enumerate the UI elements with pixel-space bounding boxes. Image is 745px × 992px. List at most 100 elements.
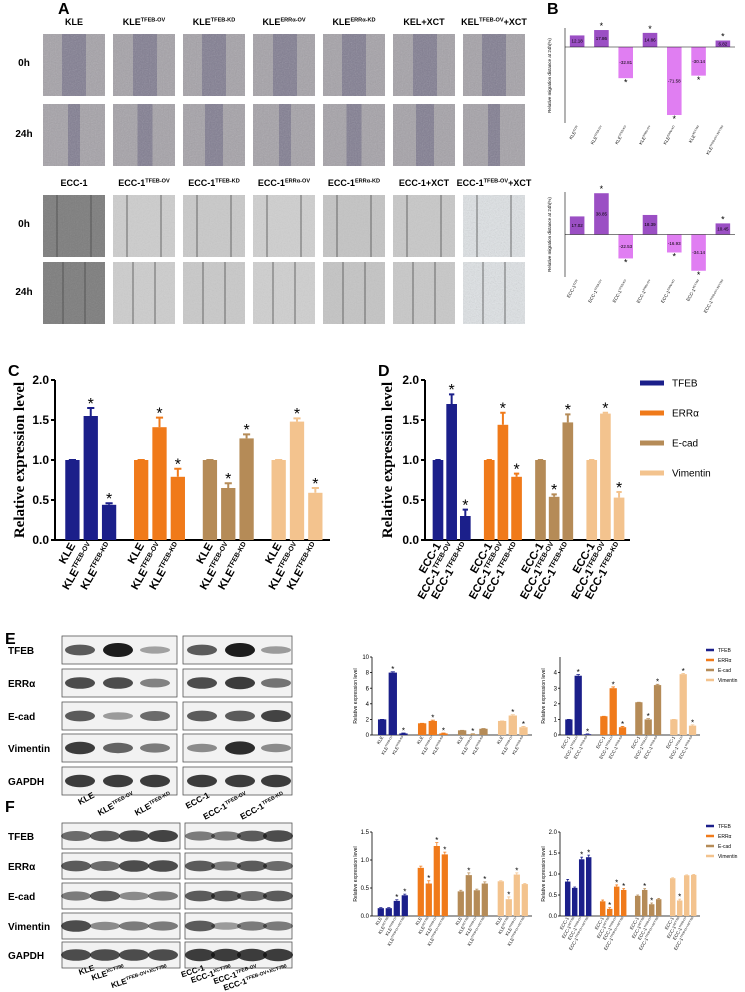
bar bbox=[425, 883, 432, 916]
error-bar bbox=[655, 683, 660, 686]
label-sup: TFEB-OV bbox=[145, 179, 170, 185]
significance-star: * bbox=[403, 888, 406, 897]
label-base: KLE bbox=[65, 17, 83, 27]
label-sup: TFEB-KD bbox=[227, 541, 248, 570]
error-bar bbox=[467, 872, 471, 876]
legend-swatch bbox=[706, 658, 714, 662]
bar bbox=[613, 497, 625, 540]
significance-star: * bbox=[691, 718, 694, 727]
error-bar bbox=[500, 411, 506, 425]
label-base: ECC-1 bbox=[328, 178, 355, 188]
blot-band bbox=[237, 891, 267, 901]
protein-label: E-cad bbox=[8, 892, 35, 903]
column-header: KLETFEB-OV bbox=[123, 17, 166, 27]
label-sup: TFEB-OV bbox=[639, 735, 649, 748]
bar bbox=[433, 846, 440, 916]
label-base: ECC-1 bbox=[587, 289, 598, 304]
significance-star: * bbox=[402, 726, 405, 735]
blot-band bbox=[263, 921, 293, 931]
label-sup: XCT790 bbox=[421, 916, 430, 927]
bar bbox=[446, 404, 457, 540]
legend-label: TFEB bbox=[672, 379, 698, 390]
significance-star: * bbox=[697, 270, 701, 280]
legend-label: E-cad bbox=[672, 439, 698, 450]
x-tick-label: ECC-1TFEB-OV bbox=[671, 916, 689, 941]
label-sup: TFEB-OV bbox=[141, 18, 166, 24]
bar bbox=[600, 413, 611, 540]
label-base: ECC-1 bbox=[608, 745, 619, 760]
label-base: ECC-1 bbox=[188, 178, 215, 188]
bar bbox=[574, 675, 582, 735]
label-base: ECC-1 bbox=[643, 745, 654, 760]
label-base: ECC-1 bbox=[118, 178, 145, 188]
blot-band bbox=[261, 678, 291, 688]
x-tick-label: KLETFEB-KD bbox=[511, 735, 526, 756]
legend-label: ERRα bbox=[718, 834, 732, 840]
bar bbox=[308, 492, 323, 540]
significance-star: * bbox=[600, 21, 604, 31]
label-base: ECC-1 bbox=[258, 178, 285, 188]
x-tick-label: ECC-1 bbox=[595, 735, 606, 750]
bar bbox=[271, 460, 286, 540]
blot-band bbox=[119, 949, 149, 961]
micrograph-texture bbox=[253, 104, 315, 166]
legend-swatch bbox=[706, 668, 714, 672]
error-bar bbox=[174, 467, 182, 477]
x-tick-label: KLE bbox=[374, 916, 383, 926]
label-base: KLE bbox=[496, 735, 505, 745]
y-tick-label: 0.0 bbox=[361, 914, 370, 920]
bar bbox=[441, 854, 448, 916]
micrograph-texture bbox=[323, 34, 385, 96]
label-base: KLE bbox=[460, 746, 469, 756]
significance-star: * bbox=[88, 396, 94, 413]
bar bbox=[439, 733, 448, 735]
blot-band bbox=[148, 891, 178, 901]
blot-band bbox=[225, 774, 255, 788]
label-base: ECC-1 bbox=[665, 735, 676, 750]
x-tick-label: ECC-1 bbox=[560, 735, 571, 750]
micrograph-texture bbox=[463, 195, 525, 257]
error-bar bbox=[311, 487, 319, 493]
blot-band bbox=[61, 891, 91, 901]
blot-band bbox=[261, 710, 291, 722]
blot-band bbox=[90, 861, 120, 871]
error-bar bbox=[521, 726, 526, 728]
blot-band bbox=[90, 949, 120, 961]
bar bbox=[594, 193, 609, 235]
error-bar bbox=[573, 886, 577, 888]
y-tick-label: 0.5 bbox=[549, 893, 558, 899]
bar bbox=[417, 723, 427, 735]
label-base: KLE bbox=[638, 136, 647, 146]
bar bbox=[583, 734, 592, 735]
blot-band bbox=[211, 948, 241, 962]
y-axis-label: Relative expression level bbox=[353, 846, 359, 901]
bar bbox=[289, 421, 305, 540]
bar bbox=[535, 460, 546, 540]
micrograph-texture bbox=[253, 34, 315, 96]
y-tick-label: 1.5 bbox=[32, 413, 49, 427]
label-sup: TFEB-OV bbox=[678, 916, 688, 929]
significance-star: * bbox=[721, 214, 725, 224]
micrograph-texture bbox=[113, 34, 175, 96]
significance-star: * bbox=[600, 184, 604, 194]
label-sup: TFEB-KD bbox=[614, 735, 623, 747]
significance-star: * bbox=[678, 893, 681, 902]
bar bbox=[497, 720, 507, 735]
x-tick-label: KLETFEB-OV bbox=[420, 735, 435, 756]
significance-star: * bbox=[515, 866, 518, 875]
significance-star: * bbox=[565, 402, 571, 419]
label-sup: ERRα-KD bbox=[355, 179, 380, 185]
protein-label: GAPDH bbox=[8, 777, 44, 788]
blot-band bbox=[90, 921, 120, 931]
micrograph-texture bbox=[43, 195, 105, 257]
label-base: ECC-1 bbox=[666, 925, 677, 940]
bar bbox=[688, 725, 697, 735]
label-base: KLE bbox=[471, 746, 480, 756]
label-sup: TFEB-OV bbox=[424, 735, 434, 748]
significance-star: * bbox=[682, 667, 685, 676]
bar bbox=[606, 908, 613, 916]
label-after: +XCT bbox=[508, 178, 532, 188]
x-tick-label: KLEXCT790 bbox=[377, 916, 392, 935]
legend-swatch bbox=[640, 440, 664, 446]
